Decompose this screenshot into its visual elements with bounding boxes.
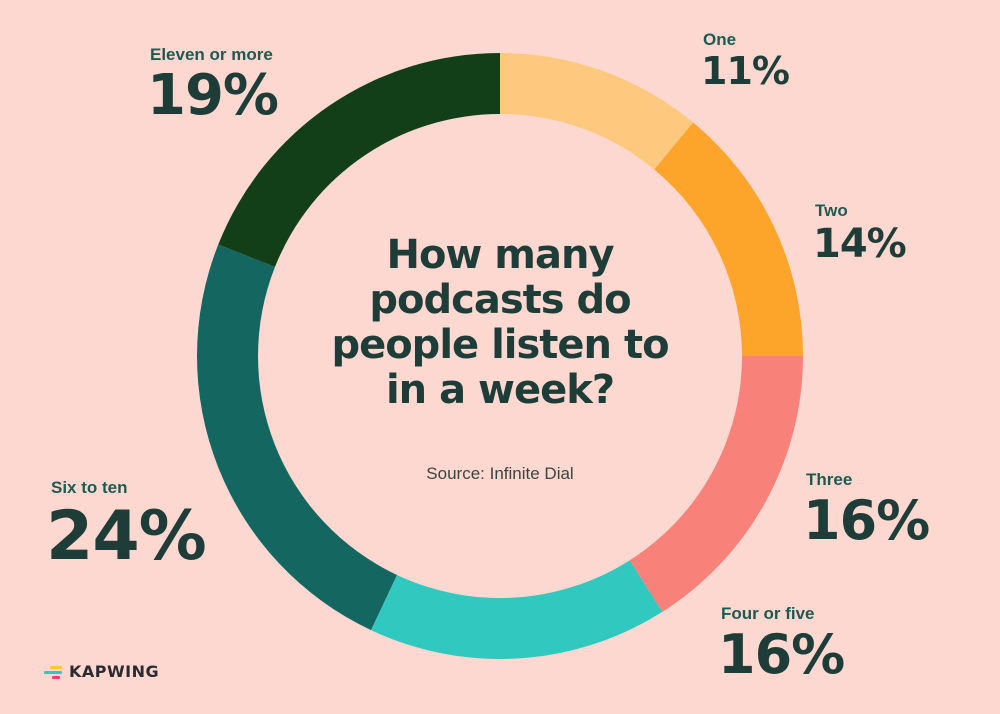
kapwing-logo: KAPWING (44, 662, 159, 681)
segment-name: One (703, 30, 737, 49)
segment-value: 11% (701, 49, 790, 93)
label-one: One 11% (701, 30, 790, 93)
label-three: Three 16% (803, 470, 930, 552)
segment-name: Three (806, 470, 853, 489)
donut-segment-four-or-five (370, 560, 663, 659)
segment-name: Four or five (721, 604, 815, 623)
label-six-to-ten: Six to ten 24% (46, 478, 207, 576)
logo-bar-pink (52, 675, 60, 679)
title-line: people listen to (331, 322, 669, 368)
title-line: How many (386, 232, 614, 278)
segment-value: 24% (46, 497, 207, 576)
title-line: in a week? (385, 367, 615, 413)
donut-segment-eleven-or-more (218, 53, 501, 267)
kapwing-logo-icon (44, 664, 64, 680)
segment-name: Six to ten (51, 478, 128, 497)
logo-bar-teal (44, 670, 62, 674)
donut-segment-two (654, 122, 803, 356)
logo-bar-yellow (50, 665, 62, 669)
label-two: Two 14% (813, 201, 907, 267)
title-line: podcasts do (369, 277, 631, 323)
segment-value: 16% (803, 489, 930, 552)
label-four-or-five: Four or five 16% (718, 604, 845, 686)
source-note: Source: Infinite Dial (426, 464, 574, 483)
segment-value: 14% (813, 221, 907, 267)
chart-title: How many podcasts do people listen to in… (300, 233, 700, 413)
label-eleven-or-more: Eleven or more 19% (147, 45, 279, 128)
donut-segment-six-to-ten (197, 244, 397, 631)
brand-name: KAPWING (69, 662, 160, 681)
donut-segment-three (629, 356, 803, 612)
segment-name: Two (815, 201, 848, 220)
segment-name: Eleven or more (150, 45, 273, 64)
segment-value: 19% (147, 63, 279, 128)
segment-value: 16% (718, 623, 845, 686)
donut-segment-one (500, 53, 694, 170)
